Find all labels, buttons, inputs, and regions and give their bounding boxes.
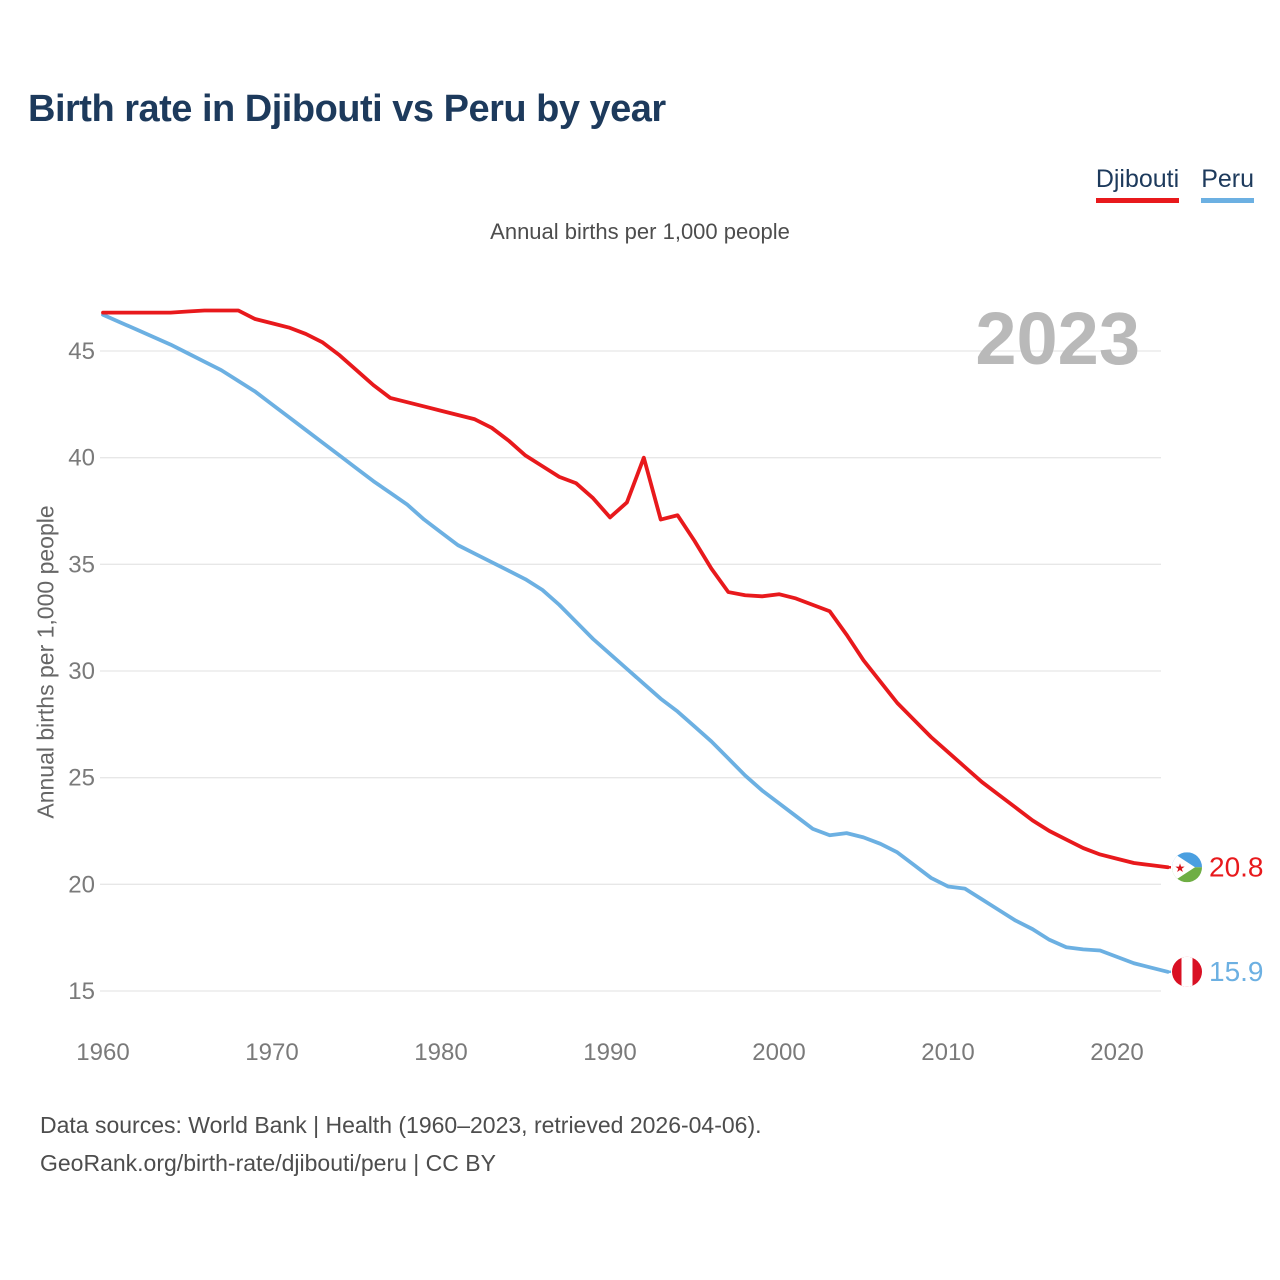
peru-line[interactable] — [101, 312, 1170, 974]
djibouti-flag-icon: ★ — [1172, 852, 1202, 883]
y-tick-label: 25 — [68, 765, 95, 792]
svg-text:★: ★ — [1175, 861, 1186, 875]
page-title: Birth rate in Djibouti vs Peru by year — [28, 88, 666, 130]
chart-subtitle: Annual births per 1,000 people — [490, 219, 790, 244]
peru-end-value-label: 15.9 — [1209, 956, 1264, 987]
peru-flag-icon — [1172, 956, 1202, 987]
x-tick-label: 2000 — [752, 1039, 805, 1066]
y-tick-label: 45 — [68, 338, 95, 365]
legend-item-djibouti[interactable]: Djibouti — [1095, 165, 1180, 203]
x-tick-label: 2020 — [1090, 1039, 1143, 1066]
x-tick-label: 1960 — [76, 1039, 129, 1066]
legend: Djibouti Peru — [1095, 165, 1254, 203]
y-tick-label: 20 — [68, 871, 95, 898]
legend-item-peru[interactable]: Peru — [1201, 165, 1254, 203]
x-tick-label: 1970 — [245, 1039, 298, 1066]
x-tick-label: 1980 — [414, 1039, 467, 1066]
footer: Data sources: World Bank | Health (1960–… — [40, 1106, 762, 1182]
x-tick-label: 1990 — [583, 1039, 636, 1066]
y-tick-label: 35 — [68, 551, 95, 578]
y-tick-label: 30 — [68, 658, 95, 685]
attribution-text: GeoRank.org/birth-rate/djibouti/peru | C… — [40, 1150, 496, 1176]
data-sources-text: Data sources: World Bank | Health (1960–… — [40, 1112, 762, 1138]
x-tick-label: 2010 — [921, 1039, 974, 1066]
djibouti-line[interactable] — [101, 308, 1170, 870]
y-tick-label: 40 — [68, 445, 95, 472]
djibouti-end-value-label: 20.8 — [1209, 851, 1264, 882]
year-watermark: 2023 — [975, 297, 1140, 380]
y-tick-label: 15 — [68, 978, 95, 1005]
